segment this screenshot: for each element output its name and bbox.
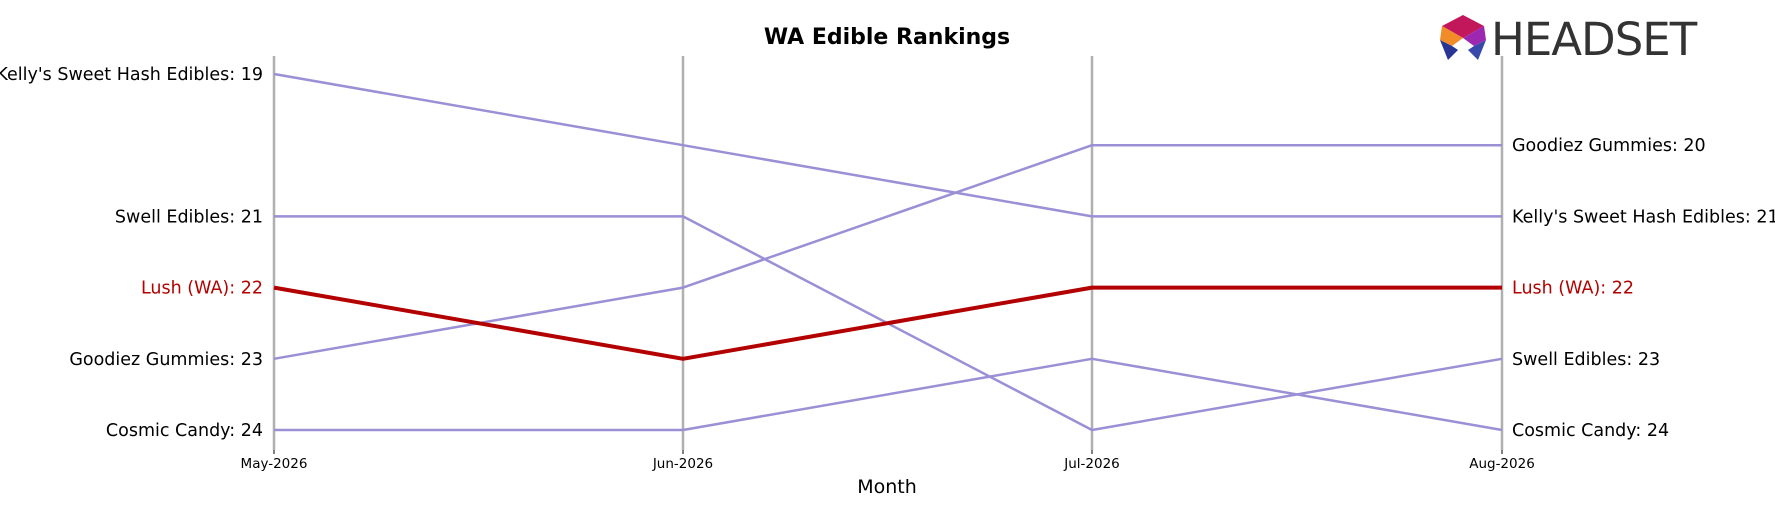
x-tick-label-aug-2026: Aug-2026 xyxy=(1469,456,1535,472)
x-tick-labels: May-2026 Jun-2026 Jul-2026 Aug-2026 xyxy=(241,450,1535,472)
headset-logo-icon xyxy=(1440,15,1486,60)
series-line-lush-wa xyxy=(273,285,1502,361)
left-label-swell-edibles: Swell Edibles: 21 xyxy=(115,207,263,227)
headset-logo-text: HEADSET xyxy=(1491,13,1698,66)
headset-logo: HEADSET xyxy=(1440,13,1699,66)
x-tick-label-may-2026: May-2026 xyxy=(241,456,308,472)
series-line-cosmic-candy xyxy=(274,357,1503,432)
x-tick-label-jul-2026: Jul-2026 xyxy=(1063,456,1120,472)
right-label-kelly-s-sweet-hash-edibles: Kelly's Sweet Hash Edibles: 21 xyxy=(1512,207,1775,227)
chart-title: WA Edible Rankings xyxy=(764,25,1010,50)
right-label-lush-wa: Lush (WA): 22 xyxy=(1512,279,1634,299)
right-label-swell-edibles: Swell Edibles: 23 xyxy=(1512,350,1660,370)
x-axis-label: Month xyxy=(857,476,917,498)
left-rank-labels: Kelly's Sweet Hash Edibles: 19 Swell Edib… xyxy=(0,65,263,441)
series-line-kelly-s-sweet-hash-edibles xyxy=(273,72,1502,218)
left-label-lush-wa: Lush (WA): 22 xyxy=(141,279,263,299)
left-label-goodiez-gummies: Goodiez Gummies: 23 xyxy=(69,350,263,370)
right-label-cosmic-candy: Cosmic Candy: 24 xyxy=(1512,421,1669,441)
left-label-cosmic-candy: Cosmic Candy: 24 xyxy=(106,421,263,441)
month-lines xyxy=(272,56,1504,450)
right-rank-labels: Kelly's Sweet Hash Edibles: 21 Swell Edib… xyxy=(1512,136,1775,441)
series-line-goodiez-gummies xyxy=(273,143,1502,361)
left-label-kelly-s-sweet-hash-edibles: Kelly's Sweet Hash Edibles: 19 xyxy=(0,65,263,85)
series-lines xyxy=(273,72,1503,432)
right-label-goodiez-gummies: Goodiez Gummies: 20 xyxy=(1512,136,1706,156)
x-tick-label-jun-2026: Jun-2026 xyxy=(652,456,713,472)
